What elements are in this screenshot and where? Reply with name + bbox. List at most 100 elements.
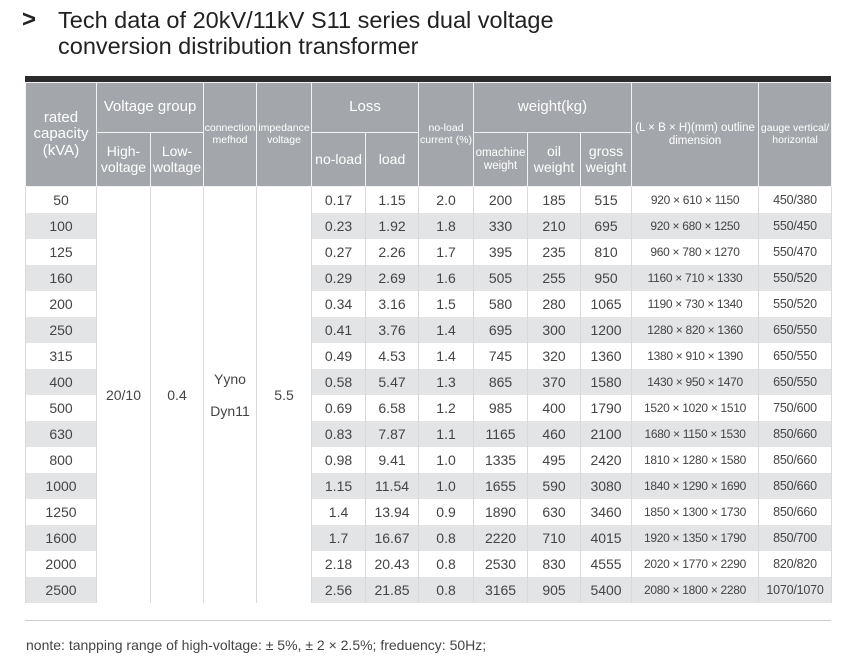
- low-voltage-value: 0.4: [149, 186, 205, 603]
- capacity-cell: 800: [25, 447, 97, 473]
- capacity-cell: 1250: [25, 499, 97, 525]
- capacity-cell: 1600: [25, 525, 97, 551]
- header-weight: weight(kg): [473, 82, 633, 133]
- table-row: 50 20/10 0.4 Yyno Dyn11 5.5 0.17 1.15 2.0 200 185 5…: [25, 186, 833, 603]
- no-load-current-cell: 2.0: [418, 186, 475, 213]
- no-load-loss-cell: 1.7: [311, 525, 367, 551]
- oil-weight-cell: 370: [527, 369, 582, 395]
- machine-weight-cell: 2220: [473, 525, 529, 551]
- dimension-cell: 960 × 780 × 1270: [631, 239, 760, 265]
- machine-weight-cell: 2530: [473, 551, 529, 577]
- dimension-cell: 1840 × 1290 × 1690: [631, 473, 760, 499]
- gauge-cell: 750/600: [758, 395, 833, 421]
- oil-weight-cell: 495: [527, 447, 582, 473]
- gross-weight-cell: 950: [580, 265, 633, 291]
- machine-weight-cell: 505: [473, 265, 529, 291]
- table-bottom-rule: [25, 620, 831, 621]
- header-impedance-voltage: impedance voltage: [256, 82, 313, 187]
- table-row: 315 0.49 4.53 1.4 745 320 1360 1380 × 910 × 139…: [25, 343, 833, 369]
- oil-weight-cell: 300: [527, 317, 582, 343]
- gross-weight-cell: 4555: [580, 551, 633, 577]
- page-title: > Tech data of 20kV/11kV S11 series dual…: [22, 6, 554, 60]
- gross-weight-cell: 1200: [580, 317, 633, 343]
- dimension-cell: 1810 × 1280 × 1580: [631, 447, 760, 473]
- table-row: 2000 2.18 20.43 0.8 2530 830 4555 2020 × 1770 ×…: [25, 551, 833, 577]
- dimension-cell: 1280 × 820 × 1360: [631, 317, 760, 343]
- header-rated-capacity: rated capacity (kVA): [25, 82, 97, 187]
- no-load-current-cell: 0.9: [418, 499, 475, 525]
- no-load-loss-cell: 0.69: [311, 395, 367, 421]
- capacity-cell: 160: [25, 265, 97, 291]
- header-machine-weight: omachine weight: [473, 132, 529, 187]
- header-low-voltage: Low-woltage: [149, 132, 205, 187]
- gross-weight-cell: 1580: [580, 369, 633, 395]
- load-loss-cell: 13.94: [365, 499, 420, 525]
- capacity-cell: 2000: [25, 551, 97, 577]
- gross-weight-cell: 1790: [580, 395, 633, 421]
- load-loss-cell: 5.47: [365, 369, 420, 395]
- load-loss-cell: 1.92: [365, 213, 420, 239]
- dimension-cell: 2080 × 1800 × 2280: [631, 577, 760, 603]
- connection-yyno: Yyno: [214, 371, 246, 387]
- dimension-cell: 2020 × 1770 × 2290: [631, 551, 760, 577]
- no-load-current-cell: 0.8: [418, 577, 475, 603]
- chevron-right-icon: >: [22, 6, 37, 33]
- capacity-cell: 2500: [25, 577, 97, 603]
- table-row: 125 0.27 2.26 1.7 395 235 810 960 × 780 × 1270 5…: [25, 239, 833, 265]
- load-loss-cell: 4.53: [365, 343, 420, 369]
- header-loss: Loss: [311, 82, 420, 133]
- oil-weight-cell: 320: [527, 343, 582, 369]
- machine-weight-cell: 1890: [473, 499, 529, 525]
- connection-dyn11: Dyn11: [210, 403, 250, 419]
- no-load-current-cell: 1.5: [418, 291, 475, 317]
- load-loss-cell: 21.85: [365, 577, 420, 603]
- capacity-cell: 500: [25, 395, 97, 421]
- low-voltage-text: 0.4: [167, 387, 187, 403]
- capacity-cell: 630: [25, 421, 97, 447]
- gauge-cell: 650/550: [758, 317, 833, 343]
- header-gross-weight: gross weight: [580, 132, 633, 187]
- load-loss-cell: 2.26: [365, 239, 420, 265]
- table-top-rule: [25, 76, 831, 82]
- spec-table: rated capacity (kVA) Voltage group conne…: [25, 82, 833, 603]
- no-load-current-cell: 1.6: [418, 265, 475, 291]
- load-loss-cell: 11.54: [365, 473, 420, 499]
- table-body: 50 20/10 0.4 Yyno Dyn11 5.5 0.17 1.15 2.0 200 185 5…: [25, 186, 833, 603]
- no-load-current-cell: 1.0: [418, 447, 475, 473]
- dimension-cell: 1430 × 950 × 1470: [631, 369, 760, 395]
- no-load-loss-cell: 0.58: [311, 369, 367, 395]
- no-load-loss-cell: 0.98: [311, 447, 367, 473]
- machine-weight-cell: 3165: [473, 577, 529, 603]
- oil-weight-cell: 210: [527, 213, 582, 239]
- header-no-load-current: no-load current (%): [418, 82, 475, 187]
- dimension-cell: 1850 × 1300 × 1730: [631, 499, 760, 525]
- no-load-loss-cell: 0.17: [311, 186, 367, 213]
- no-load-current-cell: 1.1: [418, 421, 475, 447]
- no-load-current-cell: 0.8: [418, 525, 475, 551]
- dimension-cell: 920 × 680 × 1250: [631, 213, 760, 239]
- capacity-cell: 100: [25, 213, 97, 239]
- table-row: 250 0.41 3.76 1.4 695 300 1200 1280 × 820 × 136…: [25, 317, 833, 343]
- oil-weight-cell: 905: [527, 577, 582, 603]
- capacity-cell: 200: [25, 291, 97, 317]
- machine-weight-cell: 745: [473, 343, 529, 369]
- gauge-cell: 850/660: [758, 447, 833, 473]
- no-load-current-cell: 1.4: [418, 317, 475, 343]
- dimension-cell: 920 × 610 × 1150: [631, 186, 760, 213]
- high-voltage-value: 20/10: [96, 186, 151, 603]
- machine-weight-cell: 865: [473, 369, 529, 395]
- gauge-cell: 1070/1070: [758, 577, 833, 603]
- machine-weight-cell: 695: [473, 317, 529, 343]
- dimension-cell: 1520 × 1020 × 1510: [631, 395, 760, 421]
- load-loss-cell: 3.76: [365, 317, 420, 343]
- connection-method-value: Yyno Dyn11: [203, 186, 258, 603]
- dimension-cell: 1680 × 1150 × 1530: [631, 421, 760, 447]
- machine-weight-cell: 395: [473, 239, 529, 265]
- gross-weight-cell: 695: [580, 213, 633, 239]
- load-loss-cell: 7.87: [365, 421, 420, 447]
- title-line-2: conversion distribution transformer: [58, 33, 419, 59]
- machine-weight-cell: 985: [473, 395, 529, 421]
- dimension-cell: 1380 × 910 × 1390: [631, 343, 760, 369]
- no-load-current-cell: 0.8: [418, 551, 475, 577]
- machine-weight-cell: 1335: [473, 447, 529, 473]
